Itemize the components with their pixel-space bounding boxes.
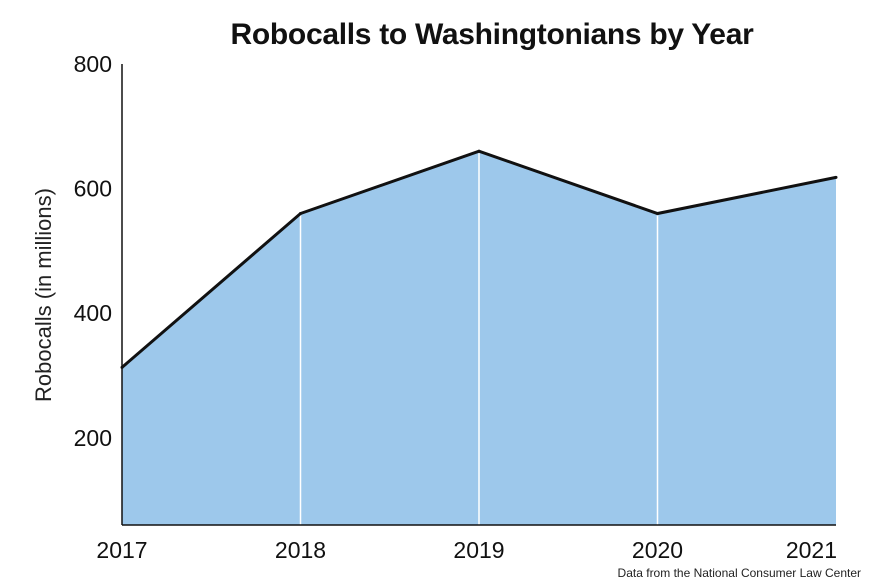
data-point-2020 [656, 212, 659, 216]
y-tick-label-600: 600 [74, 176, 112, 202]
y-tick-label-400: 400 [74, 300, 112, 326]
x-tick-label-2019: 2019 [453, 537, 504, 563]
chart-title: Robocalls to Washingtonians by Year [230, 18, 754, 51]
data-point-2018 [299, 212, 302, 216]
data-point-2019 [477, 149, 481, 153]
x-tick-label-2018: 2018 [275, 537, 326, 563]
x-tick-label-2020: 2020 [632, 537, 683, 563]
y-tick-label-800: 800 [74, 51, 112, 77]
x-tick-label-2017: 2017 [96, 537, 147, 563]
data-point-2021 [834, 175, 838, 179]
plot-area: 200 400 600 800 2017 2018 2019 2020 2021 [74, 51, 838, 563]
x-tick-label-2021: 2021 [786, 537, 837, 563]
y-tick-label-200: 200 [74, 425, 112, 451]
source-note: Data from the National Consumer Law Cent… [617, 566, 861, 580]
